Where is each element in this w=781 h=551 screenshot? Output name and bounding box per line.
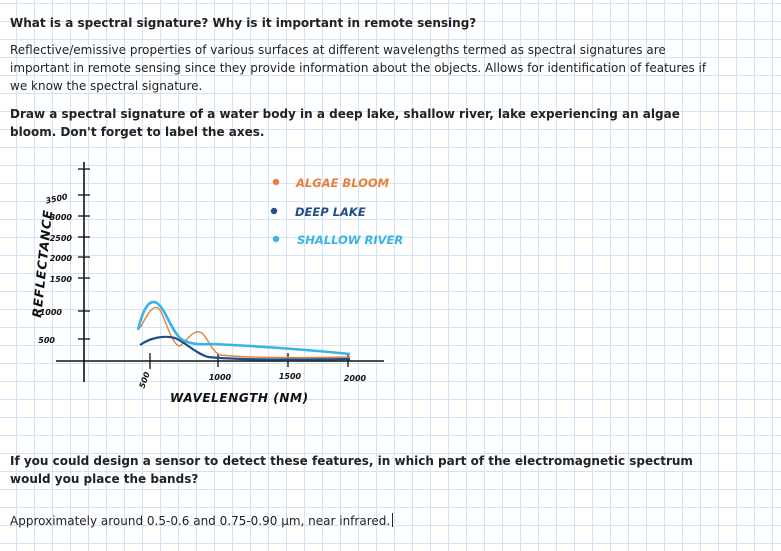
y-tick-label: 1500 [50, 275, 73, 284]
x-tick-label: 2000 [344, 374, 367, 383]
spectral-signature-sketch[interactable]: 3500 3000 2500 2000 1500 1000 500 REFLEC… [0, 150, 470, 430]
y-axis-label: REFLECTANCE [29, 209, 55, 319]
question-2: Draw a spectral signature of a water bod… [10, 107, 680, 139]
x-tick-label: 1000 [209, 373, 232, 382]
y-tick-label: 3500 [45, 192, 69, 206]
legend-dot-shallow-river [272, 235, 280, 243]
legend: ALGAE BLOOM DEEP LAKE SHALLOW RIVER [270, 176, 403, 247]
text-cursor [392, 513, 394, 527]
algae-bloom-curve [139, 306, 351, 359]
deep-lake-curve [139, 335, 351, 361]
answer-1[interactable]: Reflective/emissive properties of variou… [10, 43, 707, 93]
y-tick-label: 500 [38, 336, 55, 345]
legend-dot-algae-bloom [272, 178, 280, 186]
y-tick-label: 3000 [50, 213, 73, 222]
y-ticks [78, 194, 90, 340]
y-tick-label: 2000 [50, 254, 73, 263]
y-tick-label: 1000 [40, 308, 63, 317]
legend-label-deep-lake: DEEP LAKE [295, 205, 366, 219]
legend-label-algae-bloom: ALGAE BLOOM [295, 176, 390, 190]
answer-3-container[interactable]: Approximately around 0.5-0.6 and 0.75-0.… [10, 512, 710, 530]
shallow-river-curve [136, 300, 351, 356]
y-tick-label: 2500 [50, 234, 73, 243]
answer-3[interactable]: Approximately around 0.5-0.6 and 0.75-0.… [10, 514, 391, 528]
legend-label-shallow-river: SHALLOW RIVER [297, 233, 403, 247]
question-3: If you could design a sensor to detect t… [10, 454, 693, 486]
x-tick-label: 1500 [279, 372, 302, 381]
legend-dot-deep-lake [270, 207, 278, 215]
question-1: What is a spectral signature? Why is it … [10, 16, 477, 30]
x-tick-label: 500 [138, 370, 152, 389]
x-axis-label: WAVELENGTH (NM) [170, 391, 309, 405]
